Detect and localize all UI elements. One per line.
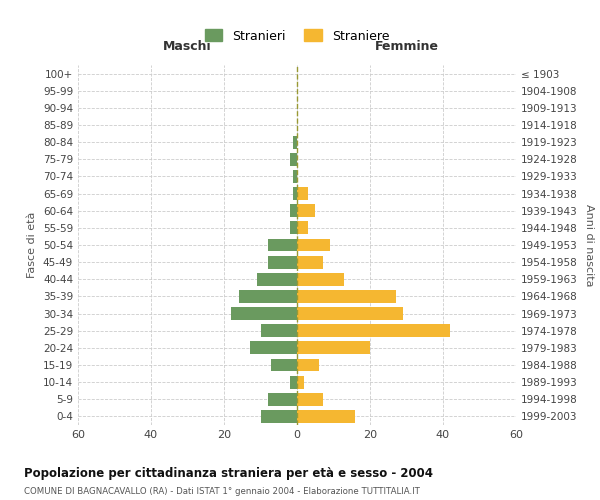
Bar [297, 376, 304, 388]
Text: Maschi: Maschi [163, 40, 212, 53]
Bar [250, 342, 297, 354]
Bar [297, 290, 395, 303]
Bar [268, 256, 297, 268]
Y-axis label: Anni di nascita: Anni di nascita [584, 204, 594, 286]
Bar [268, 393, 297, 406]
Bar [239, 290, 297, 303]
Bar [290, 153, 297, 166]
Bar [293, 170, 297, 183]
Bar [260, 324, 297, 337]
Text: Femmine: Femmine [374, 40, 439, 53]
Bar [297, 410, 355, 423]
Bar [293, 187, 297, 200]
Bar [297, 358, 319, 372]
Bar [297, 324, 450, 337]
Bar [297, 187, 308, 200]
Bar [290, 204, 297, 217]
Bar [297, 273, 344, 285]
Bar [297, 238, 330, 252]
Bar [268, 238, 297, 252]
Bar [297, 307, 403, 320]
Y-axis label: Fasce di età: Fasce di età [28, 212, 37, 278]
Bar [297, 256, 323, 268]
Bar [271, 358, 297, 372]
Text: COMUNE DI BAGNACAVALLO (RA) - Dati ISTAT 1° gennaio 2004 - Elaborazione TUTTITAL: COMUNE DI BAGNACAVALLO (RA) - Dati ISTAT… [24, 488, 420, 496]
Bar [297, 342, 370, 354]
Bar [257, 273, 297, 285]
Bar [297, 204, 315, 217]
Bar [290, 376, 297, 388]
Bar [260, 410, 297, 423]
Bar [290, 222, 297, 234]
Text: Popolazione per cittadinanza straniera per età e sesso - 2004: Popolazione per cittadinanza straniera p… [24, 468, 433, 480]
Legend: Stranieri, Straniere: Stranieri, Straniere [200, 24, 394, 48]
Bar [297, 222, 308, 234]
Bar [297, 393, 323, 406]
Bar [232, 307, 297, 320]
Bar [293, 136, 297, 148]
